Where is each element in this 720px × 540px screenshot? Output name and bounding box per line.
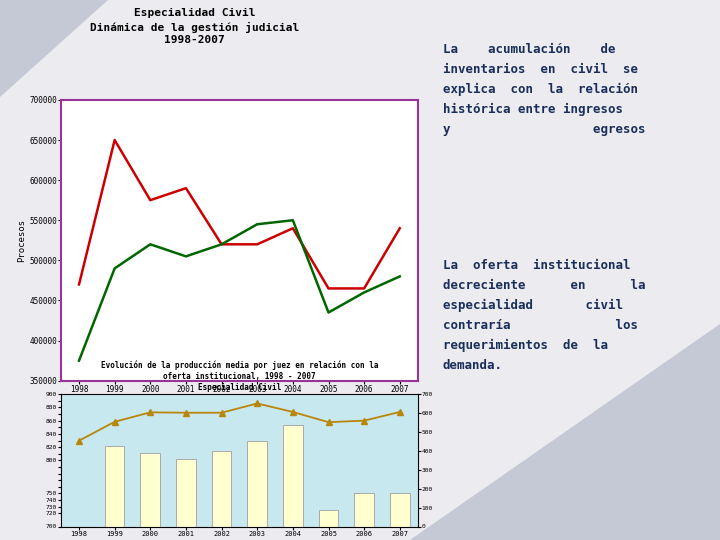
Text: Dinámica de la gestión judicial: Dinámica de la gestión judicial [90,22,299,32]
Bar [176,459,196,540]
Bar [319,510,338,540]
Text: 1998-2007: 1998-2007 [164,35,225,45]
Bar [105,446,125,540]
X-axis label: Años: Años [228,398,251,408]
Bar [212,451,231,540]
Legend: Ingresos, Egresos: Ingresos, Egresos [163,414,316,430]
Bar [354,493,374,540]
Title: Evolución de la producción media por juez en relación con la
oferta instituciona: Evolución de la producción media por jue… [101,360,378,392]
Bar [140,453,160,540]
Text: Especialidad Civil: Especialidad Civil [134,8,255,18]
Bar [390,494,410,540]
Text: La    acumulación    de
inventarios  en  civil  se
explica  con  la  relación
hi: La acumulación de inventarios en civil s… [443,43,645,137]
Text: La  oferta  institucional
decreciente      en      la
especialidad       civil
c: La oferta institucional decreciente en l… [443,259,645,373]
Bar [283,424,302,540]
Bar [248,441,267,540]
Y-axis label: Procesos: Procesos [17,219,27,262]
